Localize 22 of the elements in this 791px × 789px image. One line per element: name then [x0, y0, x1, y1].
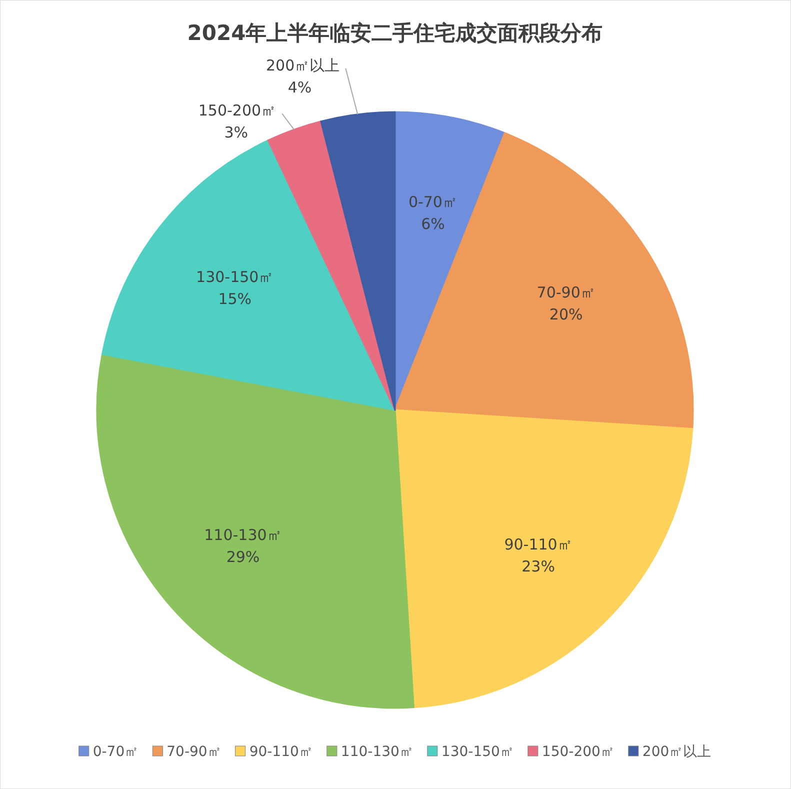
- data-label: 15%: [218, 290, 252, 308]
- slice-label: 150-200㎡: [198, 102, 276, 120]
- slice-label: 130-150㎡: [196, 268, 274, 286]
- data-label: 23%: [522, 557, 555, 576]
- data-label: 6%: [421, 214, 445, 233]
- legend-label: 200㎡以上: [642, 744, 712, 760]
- slice-label: 110-130㎡: [204, 526, 282, 544]
- data-label: 4%: [288, 78, 312, 96]
- legend-label: 90-110㎡: [249, 744, 313, 760]
- slice-label: 70-90㎡: [536, 283, 596, 302]
- chart-title: 2024年上半年临安二手住宅成交面积段分布: [187, 21, 603, 45]
- data-label: 20%: [549, 305, 583, 324]
- slice-label: 200㎡以上: [266, 56, 340, 74]
- data-label: 3%: [224, 124, 248, 142]
- slice-label: 0-70㎡: [408, 192, 458, 211]
- legend-label: 0-70㎡: [92, 744, 139, 760]
- legend-label: 110-130㎡: [340, 744, 414, 760]
- legend-label: 70-90㎡: [166, 744, 222, 760]
- slice-label: 90-110㎡: [504, 535, 572, 554]
- legend-label: 130-150㎡: [441, 744, 514, 760]
- legend-label: 150-200㎡: [542, 744, 614, 760]
- data-label: 29%: [226, 548, 260, 566]
